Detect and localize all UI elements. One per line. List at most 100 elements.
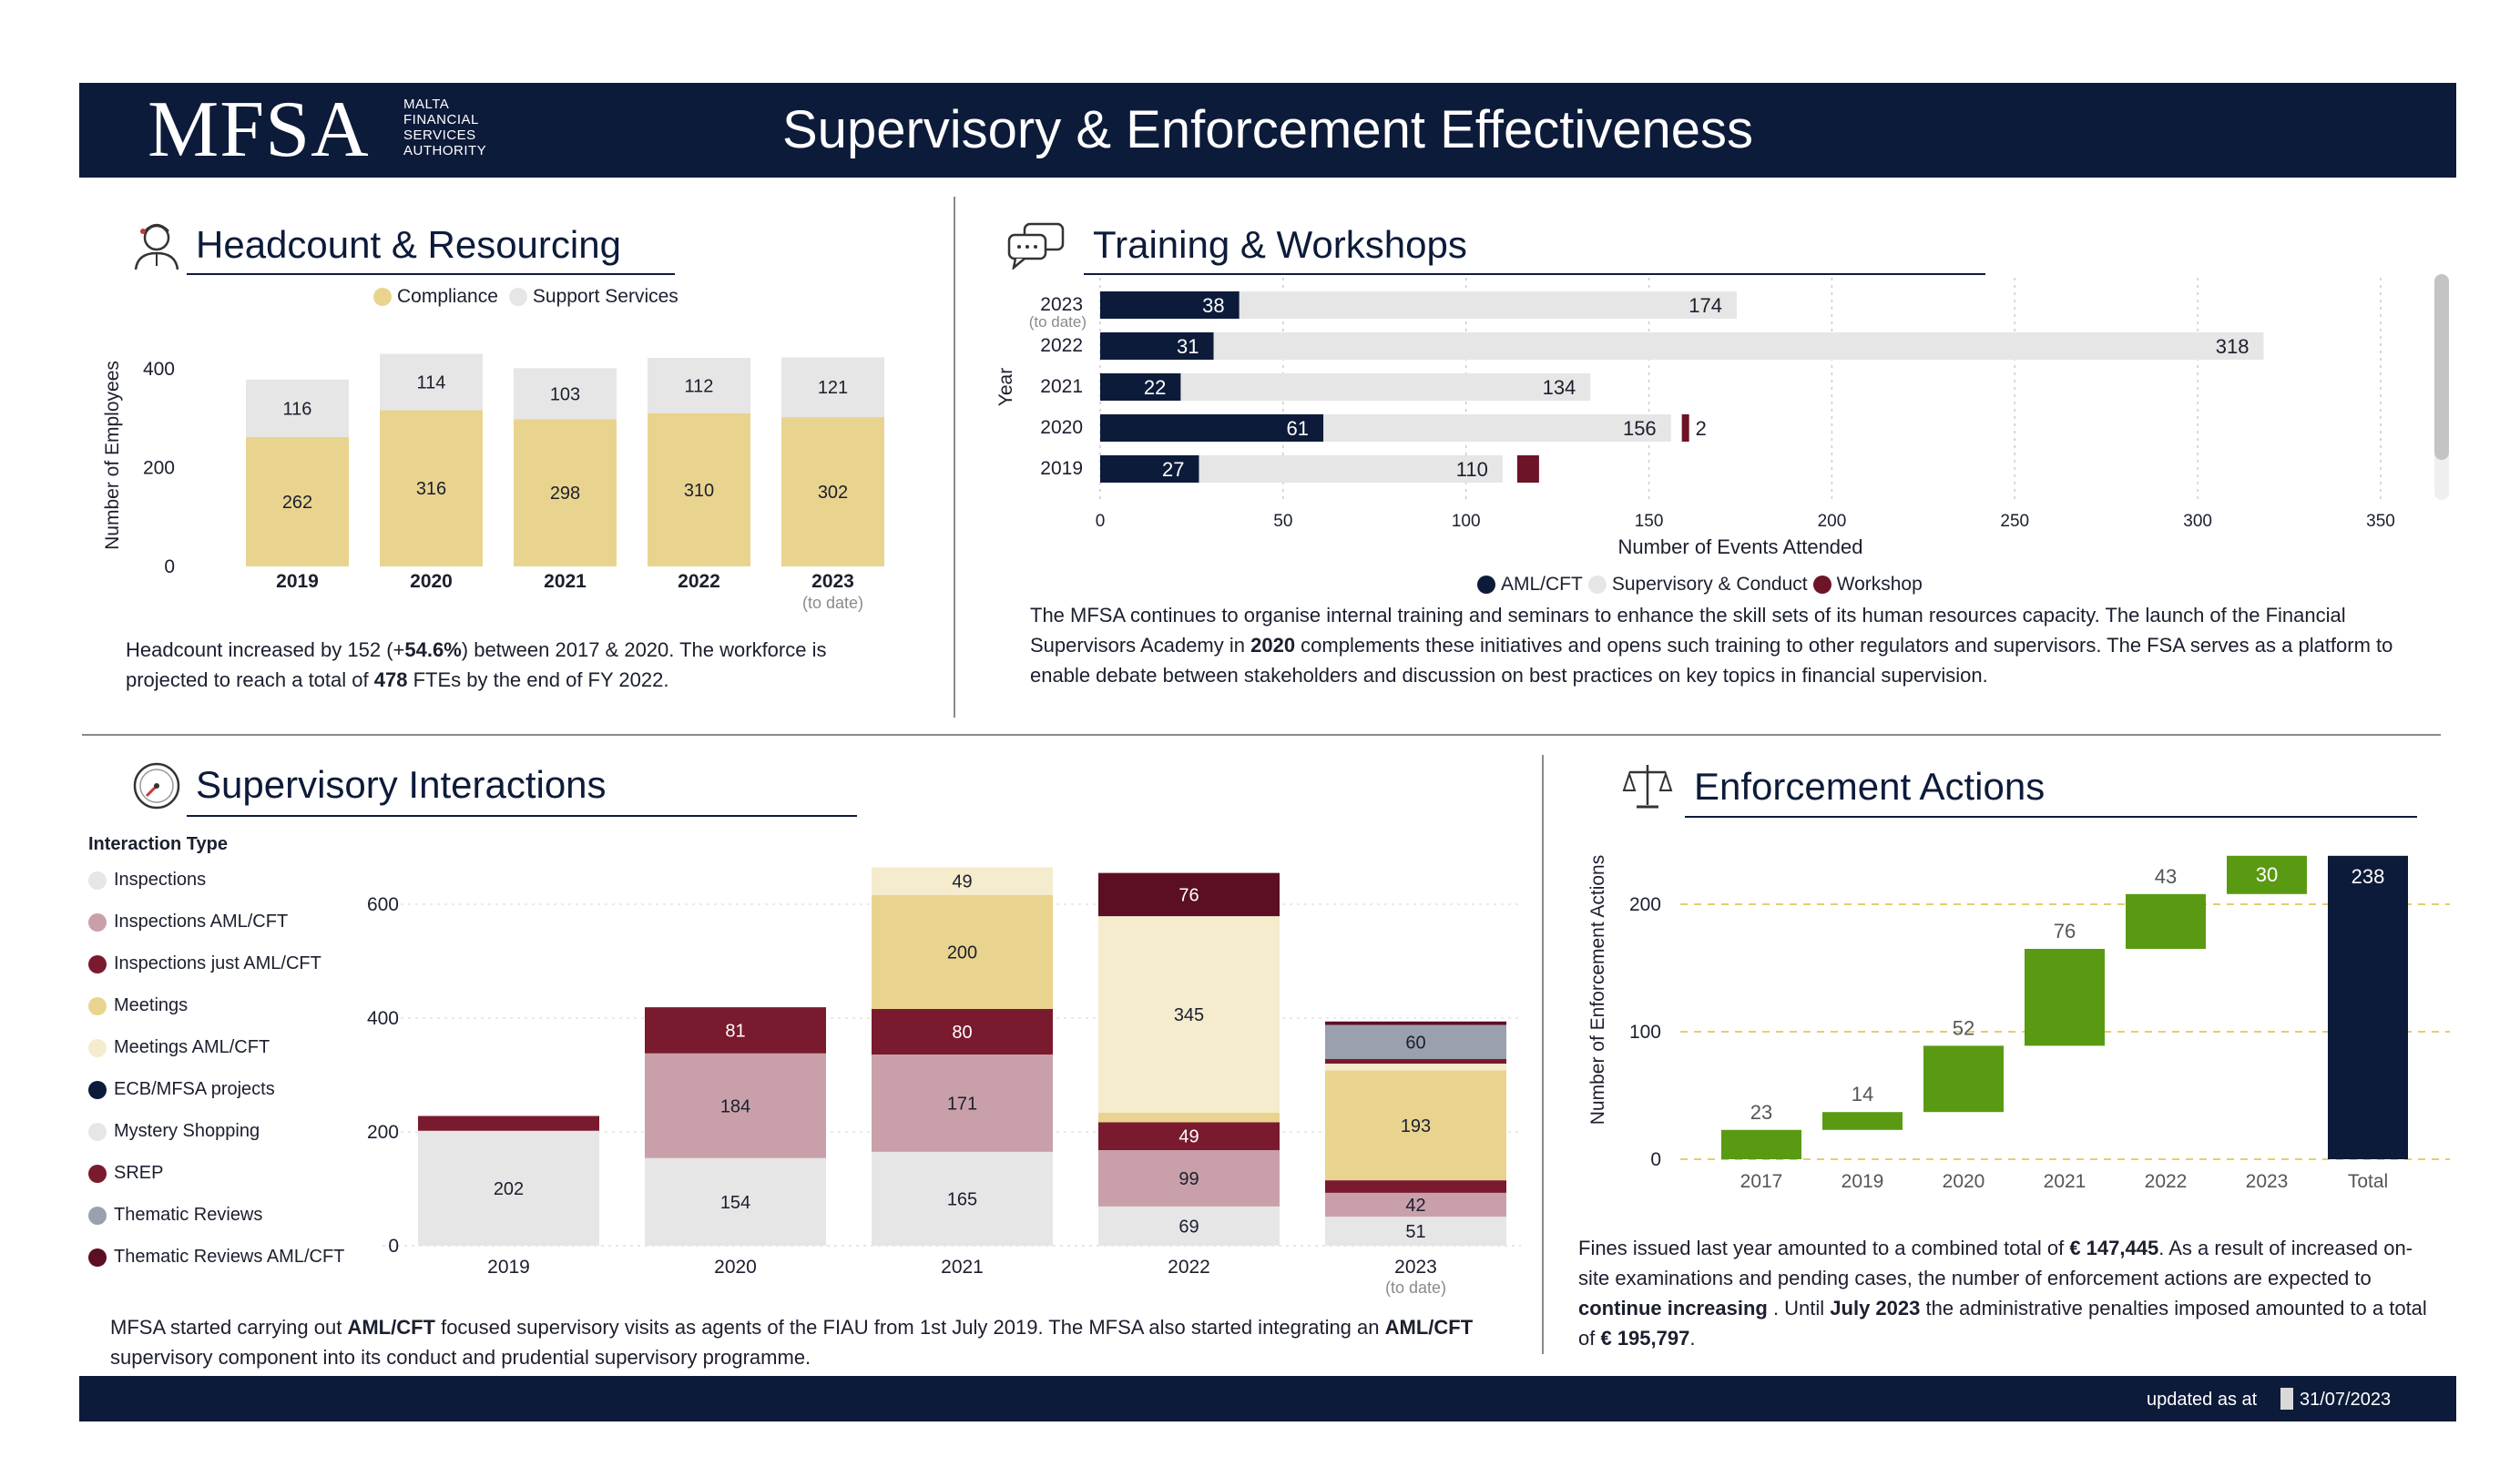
- legend-aml-cft: AML/CFT: [1477, 574, 1583, 596]
- bar-total: [2328, 855, 2408, 1159]
- legend-swatch-icon: [88, 912, 107, 932]
- logo-sub-line: MALTA: [403, 97, 450, 112]
- legend-label: SREP: [114, 1163, 164, 1183]
- data-label: 27: [1162, 458, 1184, 481]
- legend-item: Inspections AML/CFT: [88, 912, 288, 932]
- legend-swatch-icon: [88, 1122, 107, 1141]
- legend-label: Mystery Shopping: [114, 1121, 260, 1141]
- training-chart: 0 50 100 150 200 250 300 350 Number of Events At…: [995, 278, 2395, 558]
- bar-support-services: [380, 353, 483, 411]
- data-label: 200: [947, 943, 977, 963]
- x-tick-label: 0: [1096, 512, 1106, 531]
- data-label: 22: [1144, 376, 1166, 399]
- header-banner: MFSA MALTA FINANCIAL SERVICES AUTHORITY …: [79, 83, 2456, 178]
- data-label: 154: [720, 1193, 750, 1213]
- bar-workshop: [1681, 414, 1689, 442]
- supervisory-paragraph: MFSA started carrying out AML/CFT focuse…: [110, 1316, 1474, 1369]
- page-title: Supervisory & Enforcement Effectiveness: [782, 100, 1753, 159]
- data-label: 81: [725, 1021, 745, 1041]
- y-tick-label: 200: [1629, 894, 1661, 915]
- x-tick-label: 2021: [941, 1257, 984, 1278]
- speech-bubbles-icon: [1007, 222, 1065, 270]
- headcount-legend: Compliance Support Services: [373, 286, 689, 308]
- y-tick-label: 600: [367, 894, 399, 915]
- legend-swatch-icon: [88, 1038, 107, 1057]
- legend-item: Meetings AML/CFT: [88, 1037, 270, 1058]
- bar-support-services: [648, 357, 750, 413]
- data-label: 174: [1689, 294, 1722, 317]
- headcount-title: Headcount & Resourcing: [196, 223, 621, 266]
- bar-workshop-marker: [1516, 455, 1539, 483]
- bar-segment: [645, 1157, 826, 1246]
- y-tick-label: 100: [1629, 1022, 1661, 1043]
- legend-label: ECB/MFSA projects: [114, 1079, 275, 1099]
- data-label: 43: [2155, 865, 2177, 888]
- legend-swatch-icon: [88, 871, 107, 890]
- bar-increment: [1721, 1129, 1801, 1159]
- bar-segment: [1325, 1192, 1506, 1218]
- x-tick-label: 2023: [1394, 1257, 1437, 1278]
- bar-segment: [1325, 1021, 1506, 1025]
- data-label: 302: [818, 483, 848, 503]
- bar-segment: [1325, 1180, 1506, 1193]
- x-tick-label: 2022: [678, 571, 720, 592]
- bar-aml-cft: [1100, 455, 1199, 483]
- headcount-paragraph: Headcount increased by 152 (+54.6%) betw…: [126, 638, 827, 691]
- mfsa-logo: MFSA: [148, 86, 370, 174]
- legend-swatch-icon: [88, 954, 107, 973]
- x-tick-label: 2021: [544, 571, 587, 592]
- legend-swatch-icon: [88, 1164, 107, 1183]
- bar-segment: [1325, 1064, 1506, 1071]
- divider-horizontal: [82, 734, 2441, 736]
- data-label: 49: [952, 872, 972, 892]
- bar-supervisory-conduct: [1100, 373, 1591, 401]
- y-tick-label: 200: [143, 457, 175, 478]
- bar-compliance: [781, 417, 884, 566]
- legend-label: Supervisory & Conduct: [1611, 574, 1808, 595]
- data-label: 171: [947, 1094, 977, 1114]
- data-label: 60: [1405, 1033, 1425, 1053]
- data-label: 31: [1177, 335, 1199, 358]
- data-label: 193: [1401, 1116, 1431, 1136]
- y-tick-label: 400: [367, 1008, 399, 1029]
- legend-label: Thematic Reviews: [114, 1205, 263, 1225]
- x-tick-label: 2017: [1740, 1171, 1783, 1192]
- y-tick-label: 2022: [1040, 335, 1083, 356]
- data-label: 298: [550, 484, 580, 504]
- bar-increment: [2025, 949, 2105, 1046]
- bar-compliance: [514, 419, 617, 566]
- bar-segment: [645, 1007, 826, 1054]
- bar-segment: [872, 895, 1053, 1009]
- data-label: 23: [1750, 1101, 1772, 1124]
- bar-compliance: [380, 410, 483, 566]
- bar-segment: [418, 1116, 599, 1131]
- data-label: 316: [416, 479, 446, 499]
- chart-scrollbar-thumb[interactable]: [2434, 274, 2449, 460]
- bar-segment: [1098, 872, 1280, 917]
- data-label: 262: [282, 493, 312, 513]
- y-tick-label: 2021: [1040, 376, 1083, 397]
- data-label: 345: [1174, 1005, 1204, 1025]
- y-tick-label: 0: [1650, 1149, 1661, 1170]
- data-label: 51: [1405, 1222, 1425, 1242]
- y-tick-label: 400: [143, 359, 175, 380]
- gauge-icon: [133, 762, 180, 810]
- x-tick-label: 150: [1635, 512, 1664, 531]
- training-paragraph: The MFSA continues to organise internal …: [1030, 604, 2393, 687]
- x-tick-label: 2019: [276, 571, 319, 592]
- y-tick-label: 2023: [1040, 294, 1083, 315]
- training-title: Training & Workshops: [1093, 223, 1467, 266]
- x-tick-sublabel: (to date): [1385, 1279, 1446, 1297]
- data-label: 156: [1623, 417, 1657, 440]
- training-title-rule: [1084, 273, 1985, 275]
- headcount-chart: Number of Employees 0 200 400 262 116 2019 316 1…: [102, 353, 884, 612]
- footer-bar: updated as at 31/07/2023: [79, 1376, 2456, 1421]
- aml-swatch-icon: [1477, 576, 1495, 594]
- bar-segment: [1098, 1112, 1280, 1123]
- bar-aml-cft: [1100, 291, 1240, 319]
- mfsa-logo-subtitle: MALTA FINANCIAL SERVICES AUTHORITY: [403, 97, 486, 158]
- x-tick-label: 250: [2000, 512, 2029, 531]
- bar-segment: [1098, 1206, 1280, 1246]
- legend-item: Inspections: [88, 870, 206, 891]
- x-tick-label: 2021: [2044, 1171, 2086, 1192]
